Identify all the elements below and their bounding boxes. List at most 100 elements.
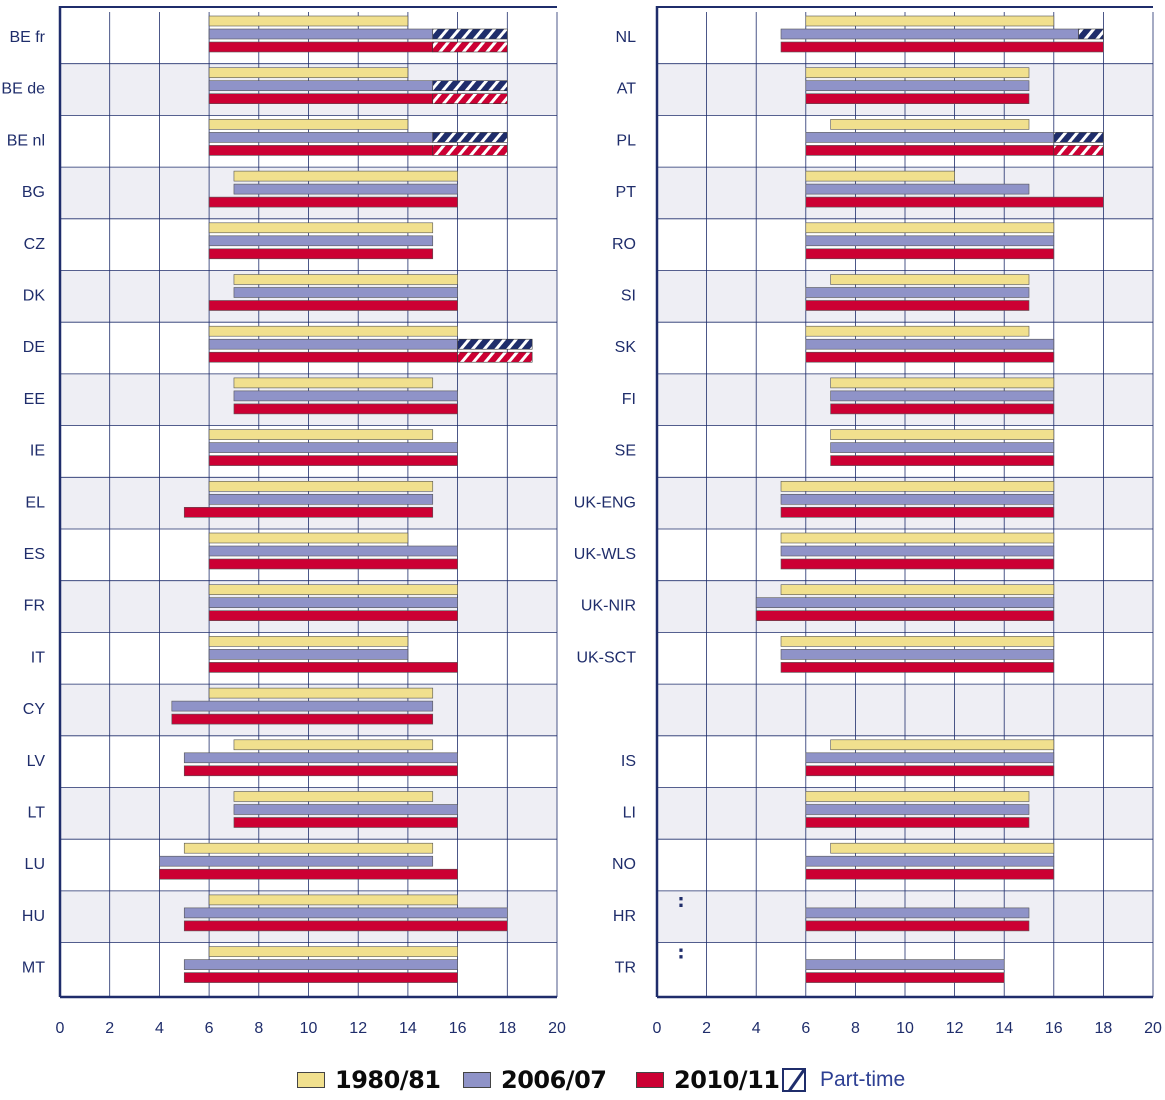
- bar-2010: [830, 455, 1055, 466]
- row-label: IE: [30, 443, 45, 460]
- bar-2006: [208, 649, 409, 660]
- bar-2010-part-time: [432, 145, 508, 156]
- bar-2010: [805, 972, 1005, 983]
- row-label: FI: [622, 391, 636, 408]
- bar-1980: [780, 584, 1055, 596]
- bar-1980: [830, 429, 1055, 440]
- bar-2006: [208, 338, 458, 350]
- bar-1980: [208, 325, 458, 337]
- bar-2006: [805, 287, 1030, 298]
- legend-swatch-1980: [297, 1072, 325, 1088]
- bar-2010: [208, 558, 458, 570]
- missing-data-marker: :: [677, 943, 684, 964]
- row-label: EL: [25, 494, 45, 511]
- bar-2010: [233, 403, 458, 415]
- row-label: SI: [621, 288, 636, 305]
- bar-2010: [171, 713, 434, 725]
- bar-2010: [208, 662, 458, 673]
- bar-2010: [208, 41, 434, 53]
- bar-1980: [233, 739, 434, 751]
- row-label: PL: [616, 132, 636, 149]
- bar-2006: [233, 804, 458, 815]
- bar-2006: [805, 752, 1055, 764]
- bar-2010: [208, 248, 434, 260]
- bar-2010: [780, 41, 1104, 53]
- bar-2006: [183, 959, 458, 970]
- legend-label-1980: 1980/81: [335, 1066, 441, 1094]
- row-label: LI: [623, 805, 636, 822]
- bar-2010-part-time: [432, 93, 508, 104]
- legend-label-2006: 2006/07: [501, 1066, 607, 1094]
- row-label: HR: [613, 908, 636, 925]
- x-tick-label: 4: [155, 1020, 164, 1037]
- bar-2010: [805, 765, 1055, 777]
- bar-1980: [233, 791, 434, 802]
- bar-1980: [208, 429, 434, 440]
- x-tick-label: 16: [1045, 1020, 1063, 1037]
- bar-2010: [805, 817, 1030, 828]
- row-label: NO: [612, 856, 636, 873]
- bar-2010-part-time: [457, 351, 533, 363]
- x-tick-label: 16: [449, 1020, 467, 1037]
- bar-2010: [780, 662, 1055, 673]
- bar-2006: [208, 235, 434, 247]
- row-label: BE de: [1, 81, 45, 98]
- row-label: DK: [23, 288, 46, 305]
- bar-1980: [805, 325, 1030, 337]
- bar-2006: [805, 235, 1055, 247]
- row-label: IT: [31, 649, 45, 666]
- x-tick-label: 10: [896, 1020, 914, 1037]
- bar-2010: [830, 403, 1055, 415]
- bar-2006: [208, 545, 458, 557]
- row-label: LV: [27, 753, 46, 770]
- bar-2006: [183, 907, 508, 919]
- row-label: AT: [617, 81, 636, 98]
- x-tick-label: 2: [702, 1020, 711, 1037]
- row-label: UK-NIR: [581, 598, 636, 615]
- bar-2010: [208, 455, 458, 466]
- legend-item-2010: 2010/11: [636, 1060, 780, 1100]
- bar-2010: [805, 145, 1055, 156]
- bar-1980: [208, 687, 434, 699]
- bar-2010: [208, 610, 458, 622]
- missing-data-marker: :: [677, 891, 684, 912]
- bar-2010: [805, 920, 1030, 932]
- bar-2006: [159, 855, 434, 867]
- bar-2010: [183, 765, 458, 777]
- bar-2010: [233, 817, 458, 828]
- bar-1980: [208, 584, 458, 596]
- x-tick-label: 0: [653, 1020, 662, 1037]
- row-label: CY: [23, 701, 46, 718]
- bar-2010: [805, 93, 1030, 104]
- bar-2010: [780, 558, 1055, 570]
- bar-1980: [208, 222, 434, 234]
- bar-1980: [233, 377, 434, 389]
- row-label: UK-WLS: [574, 546, 636, 563]
- legend-label-2010: 2010/11: [674, 1066, 780, 1094]
- bar-2006-part-time: [457, 338, 533, 350]
- bar-2010-part-time: [432, 41, 508, 53]
- bar-2006: [805, 804, 1030, 815]
- bar-2010: [183, 920, 508, 932]
- bar-2006: [208, 493, 434, 505]
- x-tick-label: 6: [801, 1020, 810, 1037]
- x-tick-label: 20: [1144, 1020, 1162, 1037]
- bar-2010: [208, 300, 458, 311]
- row-label: LU: [25, 856, 45, 873]
- bar-2006-part-time: [432, 28, 508, 40]
- row-label: ES: [24, 546, 45, 563]
- legend-item-1980: 1980/81: [297, 1060, 441, 1100]
- bar-2006: [805, 907, 1030, 919]
- legend: 1980/81 2006/07 2010/11 Part-time: [0, 1060, 1165, 1100]
- bar-2010: [183, 506, 434, 518]
- bar-1980: [805, 222, 1055, 234]
- row-label: LT: [28, 805, 46, 822]
- bar-2006: [208, 80, 434, 91]
- bar-1980: [830, 842, 1055, 854]
- chart-panel-1: BE fr BE de BE nl BG CZ DK DE EE IE EL ES FR IT CY LV L…: [1, 6, 566, 1037]
- bar-2010: [805, 196, 1104, 208]
- bar-1980: [830, 739, 1055, 751]
- bar-1980: [208, 636, 409, 647]
- row-label: NL: [616, 29, 637, 46]
